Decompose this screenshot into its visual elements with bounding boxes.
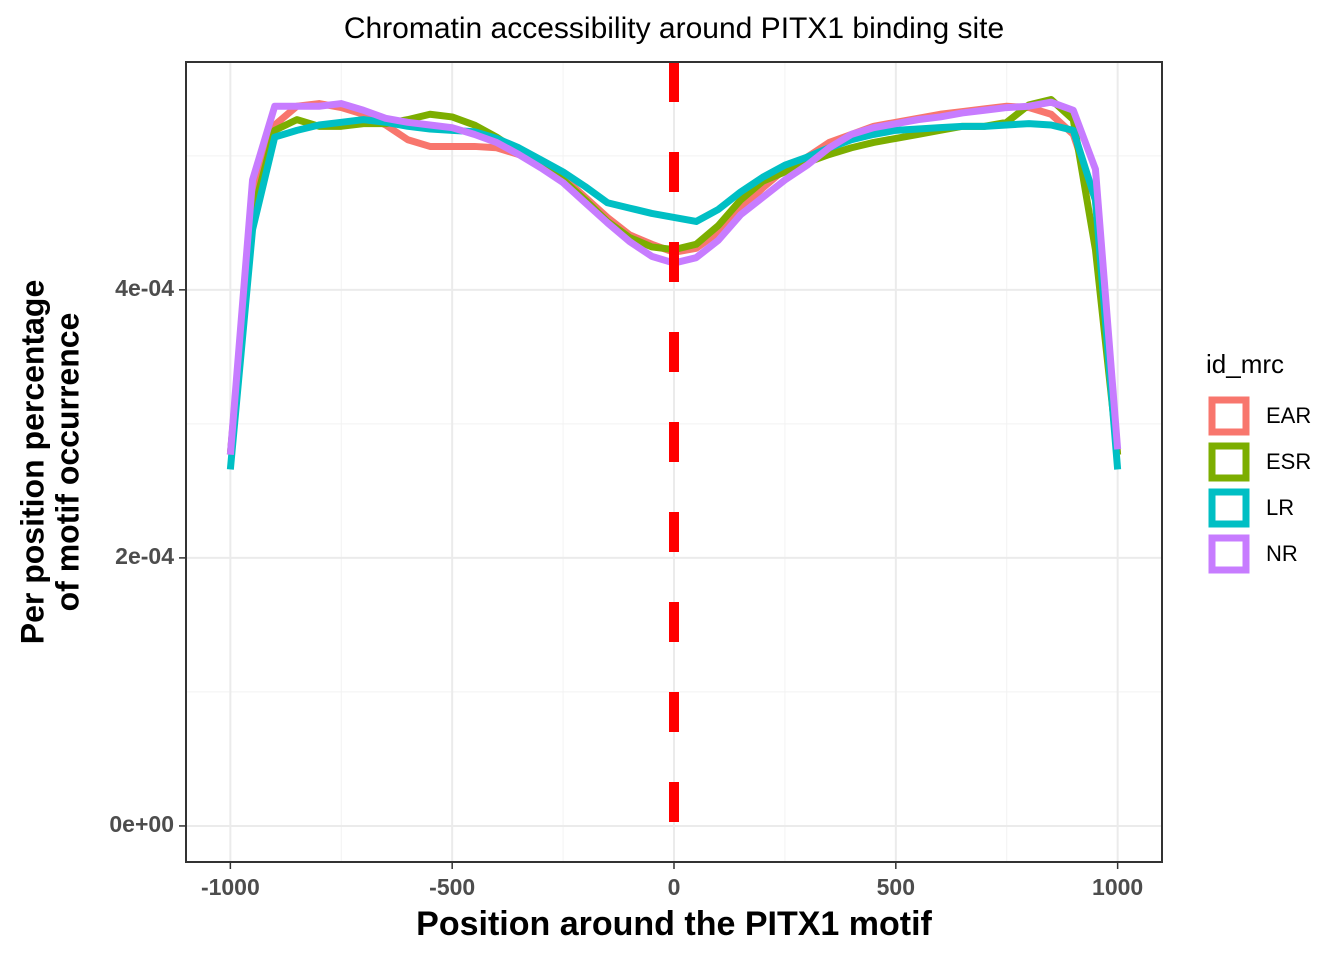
x-axis-title: Position around the PITX1 motif: [416, 905, 932, 943]
legend-key: [1208, 442, 1250, 482]
x-tick-label: -500: [429, 874, 475, 900]
y-axis-title: Per position percentage of motif occurre…: [14, 280, 85, 645]
legend-key: [1208, 488, 1250, 528]
legend-label: EAR: [1266, 403, 1311, 428]
x-tick-label: 1000: [1092, 874, 1143, 900]
legend-title: id_mrc: [1206, 349, 1284, 379]
panel-border: [185, 61, 1163, 863]
series-line: [226, 116, 1122, 470]
chart-title: Chromatin accessibility around PITX1 bin…: [344, 12, 1004, 45]
legend-label: ESR: [1266, 449, 1311, 474]
x-tick-label: 0: [668, 874, 681, 900]
legend-label: LR: [1266, 495, 1294, 520]
y-axis-title-line: of motif occurrence: [49, 313, 85, 612]
legend-key: [1208, 534, 1250, 574]
legend-label: NR: [1266, 541, 1298, 566]
y-tick-label: 4e-04: [115, 275, 174, 301]
y-axis-title-line: Per position percentage: [14, 280, 50, 645]
x-tick-label: 500: [877, 874, 915, 900]
y-tick-label: 2e-04: [115, 543, 174, 569]
legend-key: [1208, 396, 1250, 436]
y-tick-label: 0e+00: [109, 811, 174, 837]
x-tick-label: -1000: [201, 874, 260, 900]
